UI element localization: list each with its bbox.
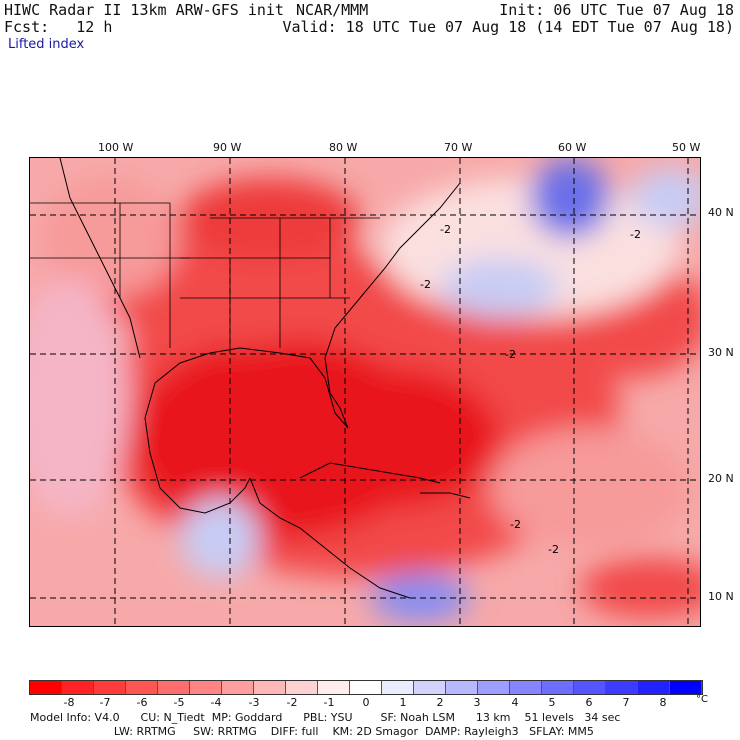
institution-label: NCAR/MMM — [296, 1, 369, 19]
borders — [30, 202, 380, 348]
legend-tick: 6 — [585, 696, 593, 709]
legend-tick: 7 — [622, 696, 630, 709]
legend-swatch — [94, 681, 126, 694]
lon-label-50w: 50 W — [672, 141, 701, 154]
legend-tick: 5 — [548, 696, 556, 709]
map-canvas: -2 -2 -2 -2 -2 -2 — [30, 158, 700, 626]
legend-tick: 8 — [659, 696, 667, 709]
legend-tick: -1 — [323, 696, 335, 709]
contour-label: -2 — [548, 543, 559, 556]
legend-swatch — [638, 681, 670, 694]
legend-swatch — [286, 681, 318, 694]
legend-tick: -5 — [173, 696, 185, 709]
legend-swatch — [126, 681, 158, 694]
forecast-hour: Fcst: 12 h — [4, 18, 113, 36]
legend-swatch — [574, 681, 606, 694]
legend-swatch — [446, 681, 478, 694]
legend-swatch — [254, 681, 286, 694]
legend-tick: 0 — [362, 696, 370, 709]
model-info-line2: LW: RRTMG SW: RRTMG DIFF: full KM: 2D Sm… — [30, 725, 594, 738]
legend-tick: 4 — [511, 696, 519, 709]
legend-tick: -6 — [136, 696, 148, 709]
legend-swatch — [542, 681, 574, 694]
legend-swatch — [30, 681, 62, 694]
legend-swatch — [158, 681, 190, 694]
legend-swatch — [190, 681, 222, 694]
color-legend — [29, 680, 703, 695]
contour-labels: -2 -2 -2 -2 -2 -2 — [420, 223, 641, 556]
legend-swatch — [478, 681, 510, 694]
legend-tick: -2 — [286, 696, 298, 709]
contour-label: -2 — [505, 348, 516, 361]
legend-swatch — [670, 681, 702, 694]
lat-label-40n: 40 N — [708, 206, 734, 219]
legend-tick: -8 — [63, 696, 75, 709]
model-info-line1: Model Info: V4.0 CU: N_Tiedt MP: Goddard… — [30, 711, 621, 724]
lon-label-70w: 70 W — [444, 141, 473, 154]
legend-tick: -4 — [210, 696, 222, 709]
legend-unit: °C — [696, 694, 708, 705]
legend-swatch — [414, 681, 446, 694]
graticule — [30, 158, 700, 626]
legend-swatch — [606, 681, 638, 694]
lifted-index-map: -2 -2 -2 -2 -2 -2 — [29, 157, 701, 627]
lon-label-90w: 90 W — [213, 141, 242, 154]
contour-label: -2 — [510, 518, 521, 531]
lon-label-60w: 60 W — [558, 141, 587, 154]
legend-tick: -3 — [248, 696, 260, 709]
legend-swatch — [382, 681, 414, 694]
lon-label-100w: 100 W — [98, 141, 134, 154]
model-title: HIWC Radar II 13km ARW-GFS init — [4, 1, 284, 19]
legend-swatch — [222, 681, 254, 694]
valid-time: Valid: 18 UTC Tue 07 Aug 18 (14 EDT Tue … — [282, 18, 734, 36]
contour-label: -2 — [420, 278, 431, 291]
field-name: Lifted index — [8, 37, 85, 52]
legend-swatch — [510, 681, 542, 694]
legend-swatch — [350, 681, 382, 694]
lon-label-80w: 80 W — [329, 141, 358, 154]
legend-swatch — [318, 681, 350, 694]
legend-tick: 3 — [473, 696, 481, 709]
legend-tick: 1 — [399, 696, 407, 709]
lat-label-20n: 20 N — [708, 472, 734, 485]
lat-label-30n: 30 N — [708, 346, 734, 359]
legend-swatch — [62, 681, 94, 694]
lat-label-10n: 10 N — [708, 590, 734, 603]
contour-label: -2 — [440, 223, 451, 236]
contour-label: -2 — [630, 228, 641, 241]
legend-tick: 2 — [436, 696, 444, 709]
init-time: Init: 06 UTC Tue 07 Aug 18 — [499, 1, 734, 19]
legend-tick: -7 — [99, 696, 111, 709]
